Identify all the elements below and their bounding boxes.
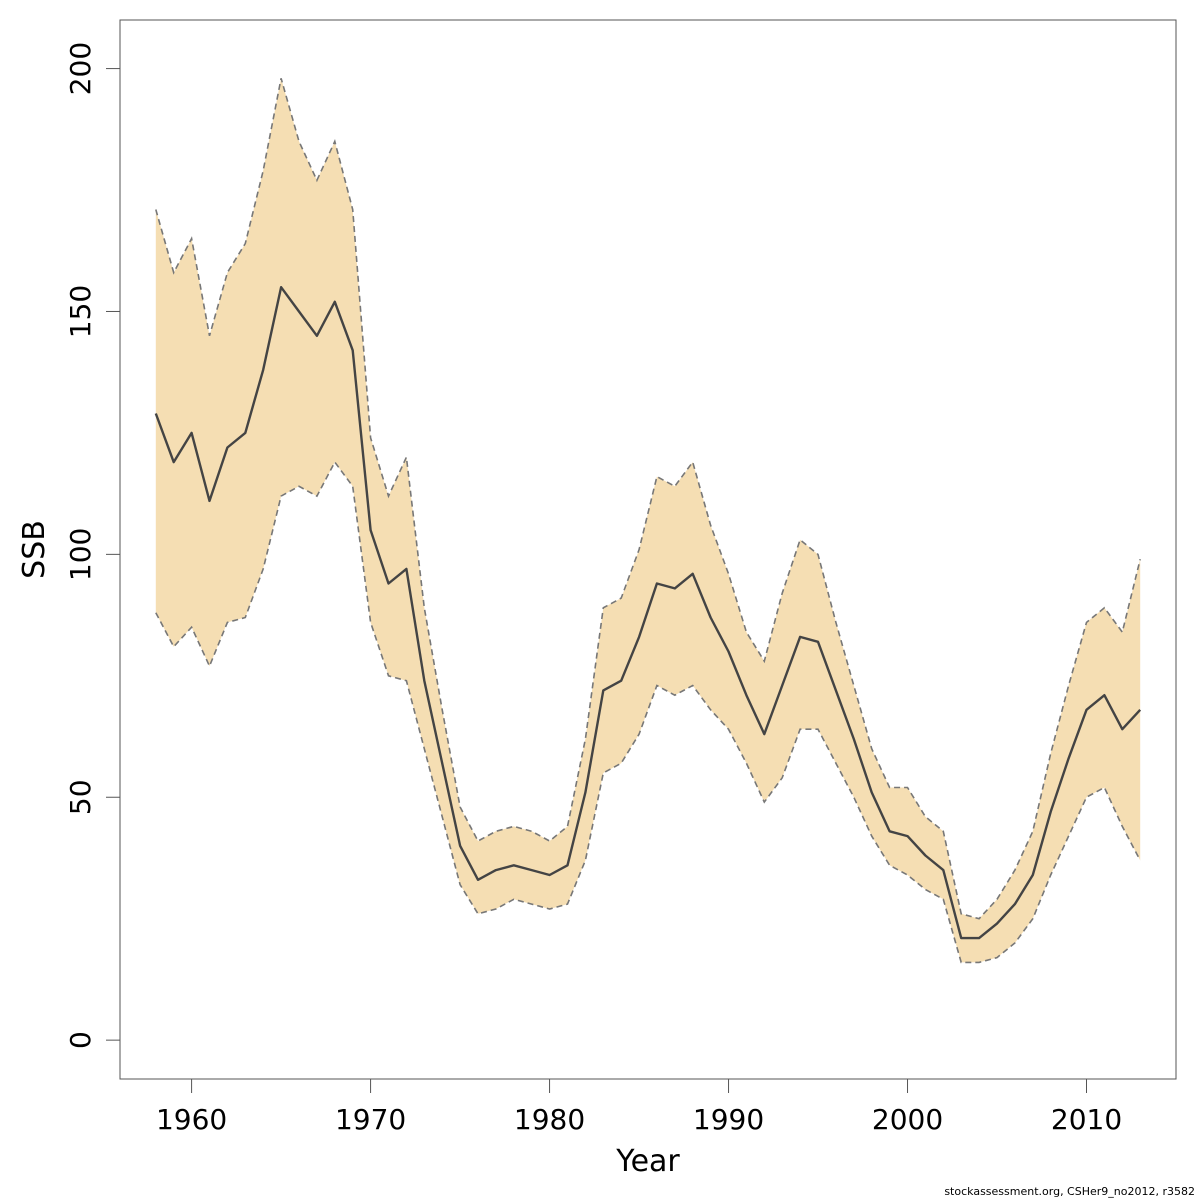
y-axis-title: SSB — [17, 520, 52, 579]
x-tick-label-1970: 1970 — [335, 1103, 406, 1136]
y-tick-label-150: 150 — [64, 285, 97, 338]
x-tick-label-1990: 1990 — [693, 1103, 764, 1136]
x-tick-label-1980: 1980 — [514, 1103, 585, 1136]
confidence-band — [155, 78, 1141, 963]
plot-area — [154, 78, 1142, 964]
x-tick-label-2000: 2000 — [872, 1103, 943, 1136]
y-tick-label-0: 0 — [64, 1031, 97, 1049]
x-tick-label-1960: 1960 — [156, 1103, 227, 1136]
y-tick-label-100: 100 — [64, 528, 97, 581]
y-tick-label-50: 50 — [64, 779, 97, 815]
lower-bound-line — [155, 460, 1141, 964]
x-axis-title: Year — [615, 1144, 680, 1179]
y-tick-label-200: 200 — [64, 42, 97, 95]
upper-bound-line — [155, 78, 1141, 920]
x-tick-label-2010: 2010 — [1051, 1103, 1122, 1136]
x-axis: 1960 1970 1980 1990 2000 2010 — [156, 1078, 1122, 1136]
y-axis: 0 50 100 150 200 — [64, 42, 121, 1049]
ssb-estimate-line — [154, 286, 1142, 940]
footer-credit: stockassessment.org, CSHer9_no2012, r358… — [944, 1185, 1195, 1198]
